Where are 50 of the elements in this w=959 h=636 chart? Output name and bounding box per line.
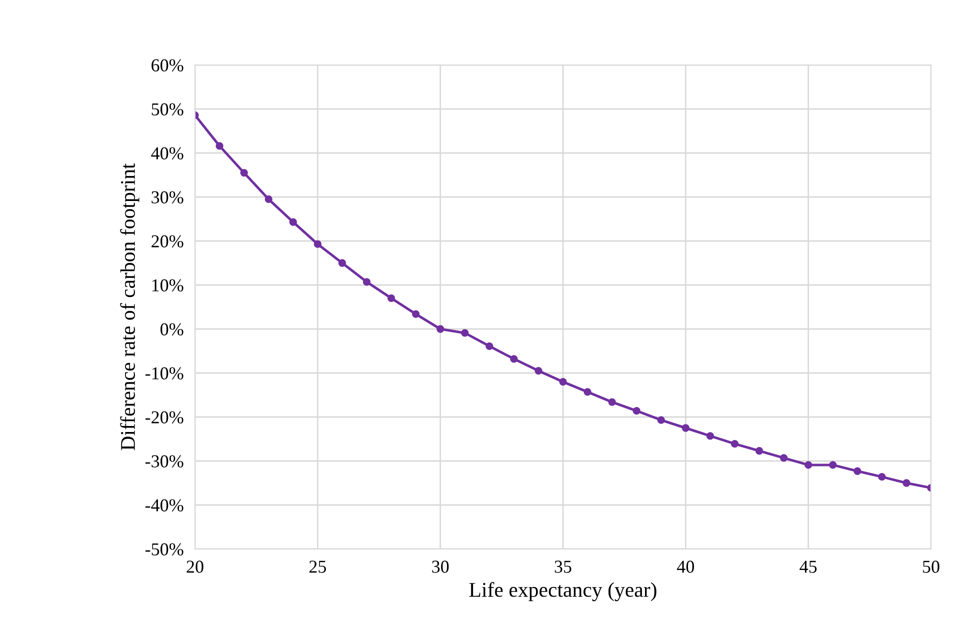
point [289,218,297,226]
point [461,329,469,337]
y-tick-label: 60% [152,59,184,72]
x-axis-title: Life expectancy (year) [469,582,656,602]
y-tick-label: -40% [145,499,184,512]
x-tick-label: 40 [676,560,694,573]
y-axis-title: Difference rate of carbon footprint [120,163,140,450]
x-tick-label: 35 [554,560,572,573]
point [412,310,420,318]
point [362,278,371,286]
point [608,398,616,406]
y-tick-label: 30% [152,191,184,204]
point [510,355,518,363]
point [486,342,494,350]
point [559,378,567,386]
point [878,473,886,481]
point [706,432,714,440]
point [216,142,224,150]
point [682,424,690,432]
point [657,416,665,424]
y-tick-label: 50% [152,103,184,116]
point [584,388,592,396]
y-tick-label: 40% [151,147,184,160]
point [755,447,764,455]
x-tick-label: 45 [800,560,817,573]
x-tick-label: 50 [923,560,940,573]
point [854,467,862,475]
y-tick-label: -10% [145,367,184,380]
y-tick-label: -50% [145,543,184,556]
x-tick-label: 30 [432,560,449,573]
x-tick-label: 20 [186,560,204,573]
y-tick-label: 0% [160,323,184,336]
point [804,461,812,469]
point [902,479,910,487]
y-tick-label: -30% [145,455,184,468]
point [387,294,396,302]
point [264,195,272,204]
x-tick-label: 25 [309,560,326,573]
point [240,168,248,177]
y-tick-label: 10% [152,279,184,292]
point [314,240,322,248]
point [534,366,542,375]
point [632,407,640,415]
point [829,461,837,469]
point [338,259,346,267]
point [436,325,444,333]
point [780,454,788,462]
y-tick-label: -20% [145,411,184,424]
point [730,440,739,448]
y-tick-label: 20% [152,235,184,248]
